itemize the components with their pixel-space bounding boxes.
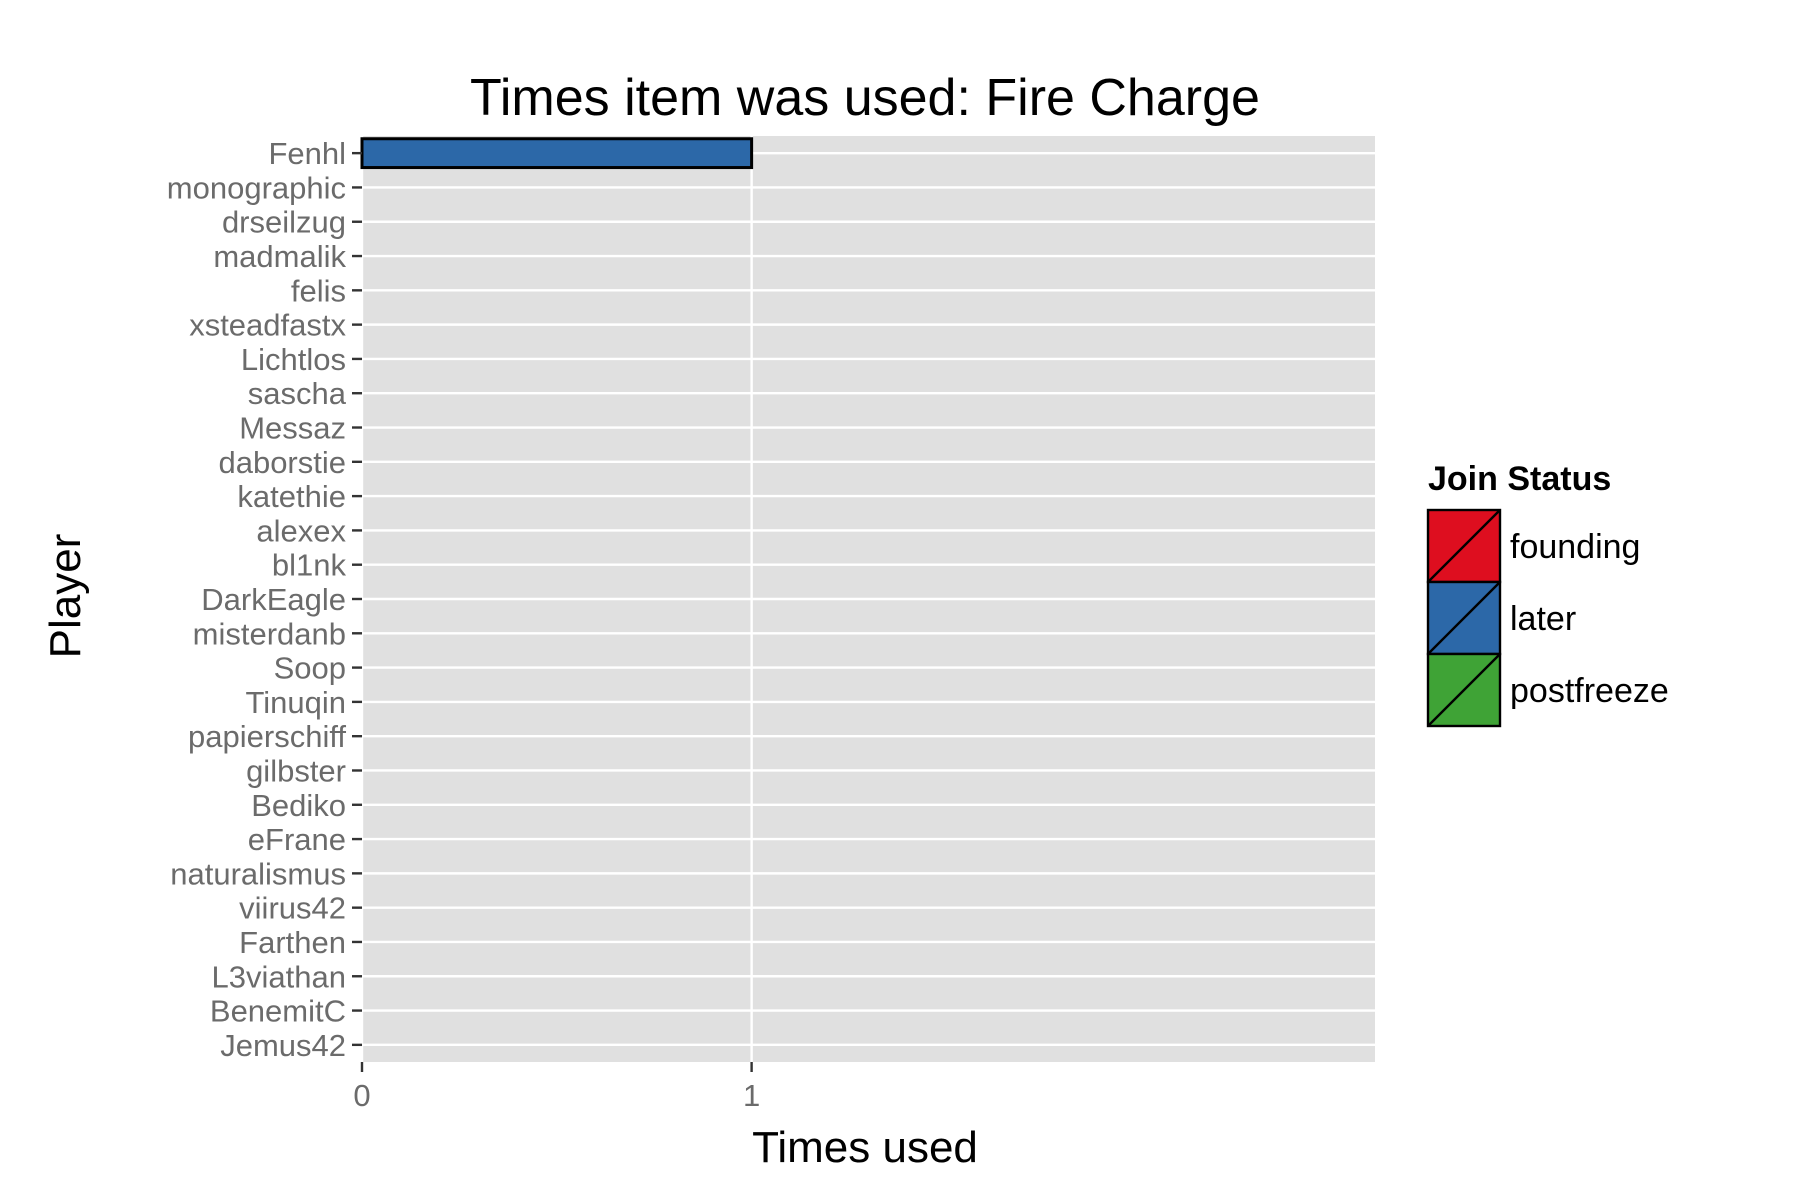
legend-item-founding: founding xyxy=(1426,508,1640,584)
legend-key-slash xyxy=(1427,653,1501,727)
y-tick-label: sascha xyxy=(248,376,347,411)
grid-lines xyxy=(360,136,1375,1062)
y-tick-label: BenemitC xyxy=(210,994,346,1029)
y-axis: Fenhlmonographicdrseilzugmadmalikfelisxs… xyxy=(167,136,362,1063)
bar-Fenhl xyxy=(360,137,754,170)
y-tick-label: daborstie xyxy=(218,445,346,480)
y-tick-label: viirus42 xyxy=(239,891,346,926)
y-tick-label: gilbster xyxy=(246,753,346,788)
legend-title: Join Status xyxy=(1428,460,1611,498)
y-tick-label: Fenhl xyxy=(268,136,346,171)
y-axis-title: Player xyxy=(41,534,90,659)
y-tick-label: misterdanb xyxy=(193,616,346,651)
y-tick-label: bl1nk xyxy=(272,548,347,583)
y-tick-label: DarkEagle xyxy=(201,582,346,617)
legend-key-slash xyxy=(1427,509,1501,583)
legend-item-later: later xyxy=(1426,580,1576,656)
y-tick-label: Jemus42 xyxy=(220,1028,346,1063)
y-tick-label: Soop xyxy=(274,651,346,686)
legend: Join Status founding later postfreeze xyxy=(1426,460,1669,728)
y-tick-label: Lichtlos xyxy=(241,342,346,377)
y-tick-label: Tinuqin xyxy=(245,685,346,720)
y-tick-label: papierschiff xyxy=(188,719,346,754)
legend-key-slash xyxy=(1427,581,1501,655)
x-tick-label: 0 xyxy=(353,1078,370,1113)
y-tick-label: Bediko xyxy=(251,788,346,823)
chart-title: Times item was used: Fire Charge xyxy=(470,69,1260,127)
y-tick-label: madmalik xyxy=(213,239,346,274)
x-axis-title: Times used xyxy=(752,1123,978,1172)
y-tick-label: Farthen xyxy=(239,925,346,960)
y-tick-label: katethie xyxy=(237,479,346,514)
legend-item-postfreeze: postfreeze xyxy=(1426,652,1669,728)
y-tick-label: drseilzug xyxy=(222,205,346,240)
bars xyxy=(360,137,754,170)
legend-label: later xyxy=(1510,600,1576,638)
y-tick-label: L3viathan xyxy=(212,959,346,994)
y-tick-label: alexex xyxy=(256,513,346,548)
y-tick-label: xsteadfastx xyxy=(189,308,346,343)
y-tick-label: monographic xyxy=(167,170,346,205)
x-tick-label: 1 xyxy=(743,1078,760,1113)
y-tick-label: felis xyxy=(291,273,346,308)
y-tick-label: Messaz xyxy=(239,411,346,446)
legend-label: founding xyxy=(1510,528,1640,566)
y-tick-label: naturalismus xyxy=(170,856,346,891)
legend-label: postfreeze xyxy=(1510,672,1669,710)
y-tick-label: eFrane xyxy=(248,822,346,857)
